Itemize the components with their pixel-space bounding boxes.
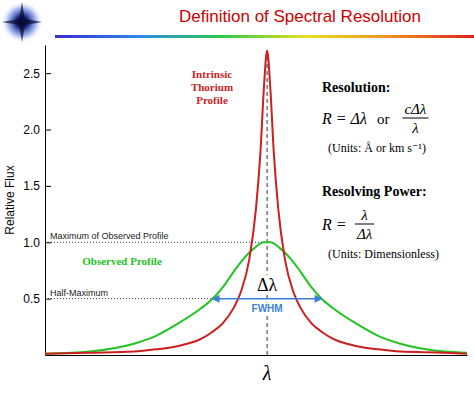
labels: Maximum of Observed Profile Half-Maximum Δ… [50, 68, 439, 314]
y-tick-label: 2.0 [23, 123, 40, 137]
y-tick-mark [45, 186, 51, 187]
fraction-numerator: cΔλ [404, 101, 426, 117]
y-tick-label: 2.5 [23, 67, 40, 81]
x-axis [46, 355, 468, 356]
label-patch [251, 303, 284, 314]
y-tick: 1.5 [23, 179, 51, 193]
profile-line [45, 242, 467, 354]
y-tick-label: 1.0 [23, 236, 40, 250]
title-rule [55, 35, 474, 38]
fraction-denominator: λ [411, 120, 419, 136]
formula-lhs: R = [321, 216, 347, 233]
fwhm-caption: FWHM [252, 303, 283, 314]
y-tick: 0.5 [23, 292, 51, 306]
panel-units: (Units: Dimensionless) [328, 247, 439, 261]
formula-lhs: R = Δλ [321, 110, 367, 127]
fwhm-arrow [214, 298, 321, 300]
x-axis-line [46, 355, 468, 356]
panel-units: (Units: Å or km s⁻¹) [328, 141, 426, 155]
fraction-bar [402, 118, 428, 119]
chart: Definition of Spectral Resolution 0.5 1.0 1… [0, 0, 474, 393]
reference-label: Maximum of Observed Profile [50, 231, 169, 241]
y-tick-mark [45, 73, 51, 74]
fraction-denominator: Δλ [356, 226, 373, 242]
logo-star [2, 2, 42, 42]
arrow-head [212, 295, 220, 303]
title: Definition of Spectral Resolution [179, 7, 421, 26]
y-axis-line [45, 46, 46, 356]
y-axis-title: Relative Flux [3, 165, 17, 234]
profile-line [45, 51, 467, 354]
formula-or: or [377, 111, 390, 127]
arrow-head [315, 295, 323, 303]
y-tick-mark [45, 130, 51, 131]
reference-line [45, 242, 267, 243]
reference-label: Half-Maximum [50, 288, 108, 298]
y-tick-label: 1.5 [23, 179, 40, 193]
logo [1, 1, 43, 43]
fraction-bar [355, 224, 374, 225]
y-tick: 2.5 [23, 67, 51, 81]
y-tick-label: 0.5 [23, 292, 40, 306]
panel-heading: Resolving Power: [322, 184, 427, 199]
y-axis: 0.5 1.0 1.5 2.0 2.5 [23, 46, 51, 356]
y-tick: 2.0 [23, 123, 51, 137]
label-patch [256, 275, 279, 295]
fwhm-label: Δλ [257, 275, 278, 295]
panel-heading: Resolution: [322, 80, 390, 95]
x-axis-title: λ [262, 362, 272, 384]
series-label: Observed Profile [82, 255, 162, 267]
fraction-numerator: λ [360, 207, 368, 223]
plot-area [45, 51, 467, 355]
y-tick: 1.0 [23, 236, 51, 250]
series-label: IntrinsicThoriumProfile [191, 68, 233, 106]
reference-line [45, 298, 212, 299]
